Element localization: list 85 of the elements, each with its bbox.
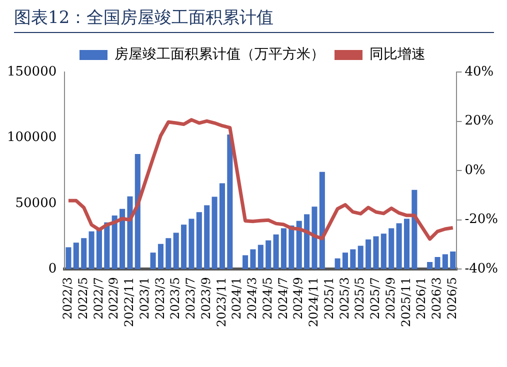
bar xyxy=(280,228,286,270)
x-tick-label: 2023/1 xyxy=(137,277,152,320)
bar xyxy=(127,196,133,270)
chart-title: 图表12：全国房屋竣工面积累计值 xyxy=(14,6,494,33)
bar xyxy=(427,262,433,270)
bar xyxy=(319,172,325,270)
x-tick-label: 2024/9 xyxy=(291,277,306,320)
bar xyxy=(212,196,218,270)
legend-label: 房屋竣工面积累计值（万平方米） xyxy=(114,46,324,63)
y-tick-label: 0 xyxy=(48,262,57,277)
x-tick-label: 2026/3 xyxy=(430,277,444,320)
bar xyxy=(227,134,233,270)
x-tick-label: 2026/1 xyxy=(414,277,428,320)
bar xyxy=(396,223,402,270)
x-tick-label: 2023/5 xyxy=(168,277,182,320)
bar xyxy=(112,216,118,270)
x-tick-label: 2023/3 xyxy=(152,277,167,320)
y2-tick-label: 20% xyxy=(464,114,494,129)
x-tick-label: 2023/7 xyxy=(184,277,198,320)
bar xyxy=(250,249,256,270)
bar xyxy=(258,244,264,270)
legend-label: 同比增速 xyxy=(370,46,426,63)
x-tick-label: 2022/9 xyxy=(106,277,121,320)
x-tick-label: 2022/11 xyxy=(122,277,136,328)
x-tick-label: 2024/1 xyxy=(230,277,244,320)
x-tick-label: 2025/1 xyxy=(322,277,336,320)
bar xyxy=(173,232,179,270)
y2-tick-label: -20% xyxy=(464,212,498,228)
bar xyxy=(266,240,272,270)
bar xyxy=(404,218,410,270)
y-tick-label: 100000 xyxy=(6,130,57,146)
bar xyxy=(304,214,310,270)
bar xyxy=(181,224,187,270)
bar xyxy=(188,218,194,270)
bar xyxy=(296,220,302,270)
bar xyxy=(88,231,94,270)
bar xyxy=(73,242,79,270)
bar xyxy=(288,226,294,270)
x-tick-label: 2022/3 xyxy=(60,277,75,320)
x-tick-label: 2023/11 xyxy=(214,277,228,328)
x-tick-label: 2024/7 xyxy=(276,277,290,320)
bar xyxy=(242,255,248,270)
x-tick-label: 2022/5 xyxy=(76,277,90,320)
y-tick-label: 50000 xyxy=(15,196,57,211)
bar xyxy=(134,154,140,270)
x-tick-label: 2022/7 xyxy=(91,277,106,320)
bar xyxy=(350,249,356,270)
y-tick-label: 150000 xyxy=(6,64,57,80)
x-tick-label: 2026/5 xyxy=(444,277,459,320)
x-tick-label: 2025/3 xyxy=(337,277,352,320)
y2-tick-label: -40% xyxy=(464,262,498,277)
bar xyxy=(204,205,210,270)
bar xyxy=(380,234,386,270)
bar xyxy=(373,236,379,270)
bar xyxy=(412,190,418,270)
bar xyxy=(442,254,448,270)
x-tick-label: 2023/9 xyxy=(198,277,213,320)
bar xyxy=(312,206,318,270)
bar xyxy=(66,247,72,270)
y2-tick-label: 40% xyxy=(464,64,494,80)
y2-tick-label: 0% xyxy=(464,162,486,178)
bar xyxy=(166,238,172,270)
bar xyxy=(358,246,364,270)
bar xyxy=(366,239,372,270)
x-tick-label: 2025/9 xyxy=(383,277,398,320)
x-tick-label: 2024/3 xyxy=(245,277,260,320)
bar xyxy=(450,252,456,270)
bar xyxy=(158,244,164,270)
bar xyxy=(219,183,225,270)
x-tick-label: 2024/5 xyxy=(260,277,274,320)
x-tick-label: 2024/11 xyxy=(306,277,321,328)
bar xyxy=(334,258,340,270)
bar xyxy=(434,257,440,270)
bar xyxy=(342,252,348,270)
x-tick-label: 2025/7 xyxy=(368,277,382,320)
bar xyxy=(150,252,156,270)
bar xyxy=(81,238,87,270)
bar xyxy=(104,222,110,270)
bar xyxy=(273,234,279,270)
bar xyxy=(388,228,394,270)
bar xyxy=(120,208,126,270)
x-tick-label: 2025/11 xyxy=(398,277,413,328)
bar xyxy=(96,229,102,270)
x-tick-label: 2025/5 xyxy=(352,277,367,320)
bar xyxy=(196,212,202,270)
